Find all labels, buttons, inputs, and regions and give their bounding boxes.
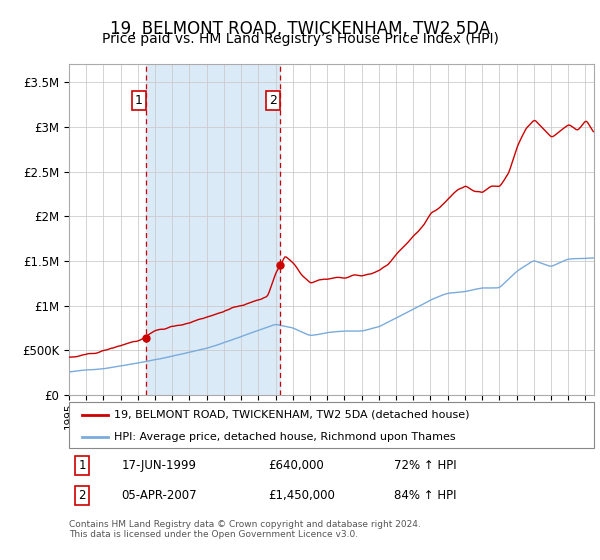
Text: 1: 1	[135, 94, 143, 108]
Text: 17-JUN-1999: 17-JUN-1999	[121, 459, 197, 472]
Text: 2: 2	[79, 489, 86, 502]
Text: Price paid vs. HM Land Registry’s House Price Index (HPI): Price paid vs. HM Land Registry’s House …	[101, 32, 499, 46]
Text: 19, BELMONT ROAD, TWICKENHAM, TW2 5DA: 19, BELMONT ROAD, TWICKENHAM, TW2 5DA	[110, 20, 490, 38]
Bar	[146, 64, 280, 395]
Text: 19, BELMONT ROAD, TWICKENHAM, TW2 5DA (detached house): 19, BELMONT ROAD, TWICKENHAM, TW2 5DA (d…	[113, 410, 469, 420]
Text: 2: 2	[269, 94, 277, 108]
Text: 84% ↑ HPI: 84% ↑ HPI	[395, 489, 457, 502]
Text: 05-APR-2007: 05-APR-2007	[121, 489, 197, 502]
FancyBboxPatch shape	[69, 402, 594, 448]
Text: 72% ↑ HPI: 72% ↑ HPI	[395, 459, 457, 472]
Text: 1: 1	[79, 459, 86, 472]
Text: Contains HM Land Registry data © Crown copyright and database right 2024.
This d: Contains HM Land Registry data © Crown c…	[69, 520, 421, 539]
Text: £1,450,000: £1,450,000	[269, 489, 335, 502]
Text: HPI: Average price, detached house, Richmond upon Thames: HPI: Average price, detached house, Rich…	[113, 432, 455, 441]
Text: £640,000: £640,000	[269, 459, 324, 472]
